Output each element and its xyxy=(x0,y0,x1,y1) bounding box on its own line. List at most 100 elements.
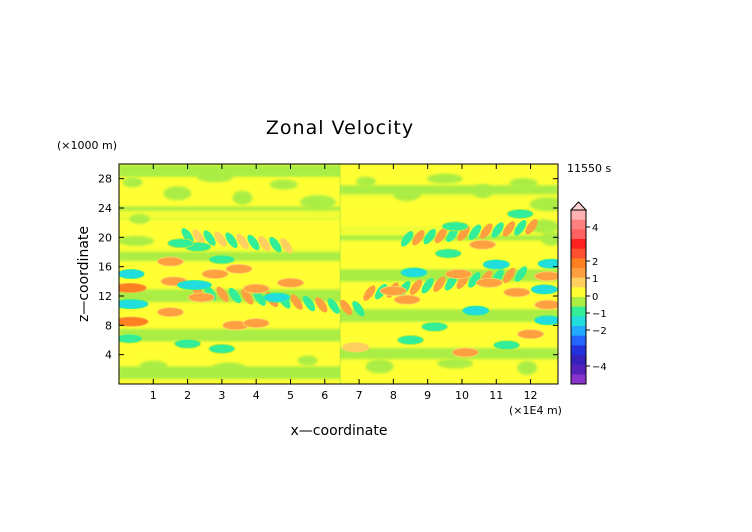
colorbar-swatch xyxy=(571,268,586,279)
velocity-feature xyxy=(475,277,503,288)
velocity-feature xyxy=(156,307,184,318)
wave-streak xyxy=(514,220,527,236)
velocity-feature xyxy=(119,282,147,293)
velocity-field xyxy=(119,164,558,384)
velocity-feature xyxy=(530,284,558,295)
velocity-feature xyxy=(119,269,145,279)
wave-streak xyxy=(491,222,504,238)
velocity-feature xyxy=(400,267,428,278)
wave-streak xyxy=(514,266,528,282)
velocity-feature xyxy=(156,256,184,267)
wave-streak xyxy=(468,272,481,288)
x-tick-label: 4 xyxy=(253,389,260,402)
background-band xyxy=(340,348,558,361)
wave-streak xyxy=(253,290,266,306)
velocity-feature xyxy=(534,299,558,310)
x-tick-label: 6 xyxy=(321,389,328,402)
y-tick-label: 16 xyxy=(98,261,112,274)
velocity-feature xyxy=(342,342,370,353)
band-group xyxy=(340,194,558,203)
wave-streak xyxy=(480,223,493,239)
y-axis: 4 8 12 16 20 24 28 xyxy=(98,173,558,362)
x-tick-label: 10 xyxy=(455,389,469,402)
colorbar-swatch xyxy=(571,326,586,337)
velocity-feature xyxy=(167,238,195,249)
wave-streak xyxy=(468,224,482,240)
velocity-feature xyxy=(393,294,421,305)
field-blob xyxy=(210,362,247,377)
field-blob xyxy=(129,214,150,224)
band-group xyxy=(119,164,340,178)
background-band xyxy=(340,227,558,236)
wave-streak xyxy=(352,301,365,317)
y-tick-label: 20 xyxy=(98,231,112,244)
colorbar-swatch xyxy=(571,316,586,327)
colorbar-swatch xyxy=(571,248,586,259)
band-group xyxy=(119,243,340,252)
field-blob xyxy=(541,231,558,246)
band-group xyxy=(340,309,558,322)
field-blob xyxy=(297,355,318,366)
velocity-feature xyxy=(517,329,545,340)
velocity-feature xyxy=(276,277,304,288)
velocity-feature xyxy=(242,318,270,329)
wave-streak xyxy=(216,286,229,302)
field-blob xyxy=(509,178,538,189)
velocity-feature xyxy=(208,343,236,354)
band-group xyxy=(119,309,340,318)
wave-streak xyxy=(400,231,414,247)
colorbar-swatch xyxy=(571,210,586,221)
y-tick-label: 4 xyxy=(105,349,112,362)
velocity-feature xyxy=(506,208,534,219)
wave-streak xyxy=(525,218,538,235)
wave-streak xyxy=(339,299,353,316)
wave-streak xyxy=(433,276,446,292)
colorbar-tick-label: 0 xyxy=(592,292,598,303)
colorbar-overflow-arrow xyxy=(569,201,588,211)
x-tick-label: 8 xyxy=(390,389,397,402)
colorbar-tick-label: 2 xyxy=(592,257,598,268)
wave-streak xyxy=(503,267,516,284)
wave-streak xyxy=(228,287,242,304)
velocity-feature xyxy=(534,315,558,326)
band-group xyxy=(340,227,558,236)
wave-streak xyxy=(214,231,227,247)
field-blob xyxy=(393,187,422,202)
field-blob xyxy=(197,172,234,183)
wave-streak xyxy=(423,228,436,245)
colorbar-swatch xyxy=(571,297,586,308)
velocity-feature xyxy=(242,283,270,294)
velocity-feature xyxy=(119,299,149,310)
wave-streak xyxy=(302,295,316,312)
velocity-feature xyxy=(201,269,229,279)
wave-streak xyxy=(258,235,271,252)
velocity-feature xyxy=(421,321,449,332)
background-band xyxy=(340,309,558,322)
band-group xyxy=(119,329,340,342)
x-tick-label: 5 xyxy=(287,389,294,402)
wave-streak xyxy=(280,238,293,254)
band-group xyxy=(340,348,558,361)
colorbar-frame xyxy=(570,209,587,385)
velocity-feature xyxy=(434,248,462,259)
colorbar-tick-label: 1 xyxy=(592,274,598,285)
field-blob xyxy=(517,360,538,375)
colorbar-tick-label: −2 xyxy=(592,326,607,337)
x-axis: 1 2 3 4 5 6 7 8 9 10 11 12 xyxy=(150,164,538,402)
band-group xyxy=(119,210,340,219)
background-band xyxy=(340,260,558,269)
wave-streak xyxy=(290,294,303,310)
wave-streak xyxy=(315,297,328,313)
x-tick-label: 2 xyxy=(184,389,191,402)
background-band xyxy=(119,210,340,219)
field-blob xyxy=(426,173,463,184)
velocity-feature xyxy=(176,280,212,290)
wave-streak xyxy=(269,236,282,253)
colorbar-swatch xyxy=(571,306,586,317)
velocity-feature xyxy=(119,333,143,344)
velocity-feature xyxy=(462,305,490,316)
colorbar-tick-label: −1 xyxy=(592,309,607,320)
field-clip-group xyxy=(119,164,558,384)
field-blob xyxy=(232,190,253,205)
colorbar-swatch xyxy=(571,219,586,230)
